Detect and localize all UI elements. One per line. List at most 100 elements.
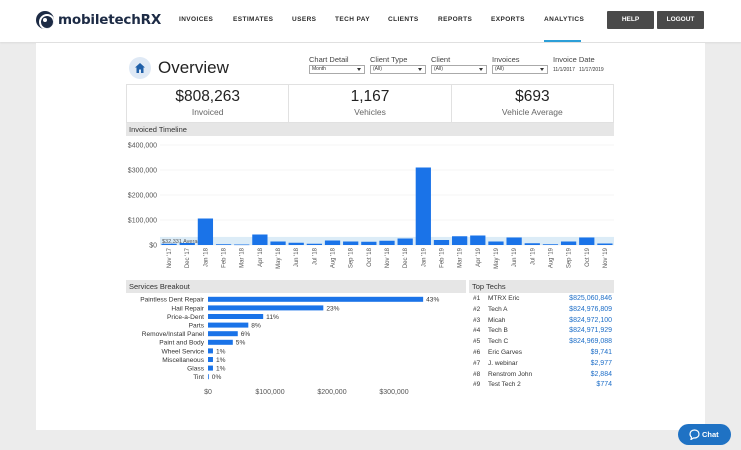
tech-rank: #3 [473, 316, 481, 324]
tech-amount: $824,971,929 [569, 327, 612, 335]
nav-users[interactable]: USERS [292, 16, 317, 23]
x-tick-label: Mar '18 [240, 247, 246, 267]
service-bar[interactable] [208, 374, 209, 380]
x-tick-label: May '18 [276, 247, 282, 268]
invoice-date-end[interactable]: 11/17/2019 [579, 67, 604, 73]
timeline-bar[interactable] [179, 243, 195, 245]
nav-invoices[interactable]: INVOICES [179, 16, 214, 23]
timeline-bar[interactable] [470, 235, 486, 246]
timeline-bar[interactable] [161, 243, 177, 245]
service-bar[interactable] [208, 339, 233, 345]
service-bar[interactable] [208, 348, 213, 354]
service-bar[interactable] [208, 314, 264, 319]
timeline-bar[interactable] [579, 237, 595, 246]
x-tick-label: Sep '18 [349, 247, 355, 268]
timeline-bar[interactable] [488, 241, 504, 246]
timeline-bar[interactable] [215, 244, 232, 245]
nav-analytics[interactable]: ANALYTICS [544, 16, 585, 23]
tech-row[interactable]: #1 MTRX Eric $825,060,846 [471, 295, 614, 306]
tech-row[interactable]: #8 Renstrom John $2,884 [471, 371, 614, 382]
kpi-vehicles: 1,167 Vehicles [289, 85, 452, 122]
tech-row[interactable]: #2 Tech A $824,976,809 [471, 306, 614, 317]
x-tick-label: $100,000 [255, 389, 284, 396]
chat-button[interactable]: Chat [678, 424, 731, 445]
home-icon[interactable] [129, 57, 151, 79]
x-tick-label: Oct '18 [367, 247, 373, 266]
service-bar[interactable] [208, 357, 213, 362]
service-percent-label: 1% [216, 348, 226, 355]
timeline-bar[interactable] [542, 244, 559, 245]
timeline-bar[interactable] [560, 241, 577, 246]
tech-row[interactable]: #9 Test Tech 2 $774 [471, 381, 614, 392]
tech-row[interactable]: #5 Tech C $824,969,088 [471, 338, 614, 349]
top-navigation-bar: mobiletechRX INVOICES ESTIMATES USERS TE… [0, 0, 741, 42]
service-bar[interactable] [208, 365, 213, 371]
timeline-bar[interactable] [397, 238, 413, 246]
service-category-label: Wheel Service [161, 348, 204, 355]
service-percent-label: 6% [241, 331, 251, 338]
nav-exports[interactable]: EXPORTS [491, 16, 525, 23]
filter-label: Chart Detail [309, 55, 349, 64]
timeline-bar[interactable] [288, 242, 304, 245]
x-tick-label: Jul '19 [530, 247, 536, 265]
timeline-bar[interactable] [433, 240, 450, 245]
tech-rank: #4 [473, 327, 481, 335]
timeline-bar[interactable] [452, 236, 468, 245]
invoices-select[interactable]: (All) [492, 65, 548, 74]
tech-amount: $2,884 [590, 370, 612, 378]
client-select[interactable]: (All) [431, 65, 487, 74]
timeline-bar[interactable] [415, 167, 431, 246]
nav-estimates[interactable]: ESTIMATES [233, 16, 274, 23]
timeline-bar[interactable] [361, 241, 377, 245]
tech-rank: #2 [473, 305, 481, 313]
timeline-bar[interactable] [597, 243, 613, 246]
tech-row[interactable]: #6 Eric Garves $9,741 [471, 349, 614, 360]
service-bar[interactable] [208, 322, 249, 328]
timeline-bar[interactable] [379, 240, 395, 245]
timeline-bar[interactable] [506, 237, 522, 246]
x-tick-label: Apr '19 [476, 247, 482, 266]
timeline-bar[interactable] [306, 243, 322, 245]
x-tick-label: May '19 [494, 247, 500, 268]
service-bar[interactable] [208, 305, 324, 311]
filter-label: Invoices [492, 55, 520, 64]
service-bar[interactable] [208, 331, 238, 337]
nav-clients[interactable]: CLIENTS [388, 16, 419, 23]
timeline-bar[interactable] [234, 244, 250, 246]
x-tick-label: Feb '19 [439, 247, 445, 267]
help-button[interactable]: HELP [607, 11, 654, 29]
average-label: $32,331 Average [162, 239, 204, 245]
tech-row[interactable]: #7 J. webinar $2,977 [471, 360, 614, 371]
logo[interactable]: mobiletechRX [36, 11, 161, 29]
service-category-label: Parts [189, 323, 205, 330]
timeline-bar[interactable] [270, 241, 286, 246]
service-bar[interactable] [208, 296, 424, 302]
service-category-label: Miscellaneous [162, 357, 204, 364]
nav-reports[interactable]: REPORTS [438, 16, 473, 23]
service-percent-label: 23% [326, 305, 339, 312]
nav-tech-pay[interactable]: TECH PAY [335, 16, 370, 23]
invoice-date-start[interactable]: 11/1/2017 [553, 67, 575, 73]
filter-invoice-date: Invoice Date 11/1/2017 11/17/2019 [553, 55, 604, 73]
filter-chart-detail: Chart Detail Month [309, 55, 365, 74]
tech-amount: $824,976,809 [569, 305, 612, 313]
invoice-date-range[interactable]: 11/1/2017 11/17/2019 [553, 67, 604, 73]
timeline-bar[interactable] [197, 218, 214, 246]
timeline-bar[interactable] [324, 240, 341, 246]
service-category-label: Tint [193, 374, 204, 381]
chart-detail-select[interactable]: Month [309, 65, 365, 74]
y-tick-label: $0 [149, 243, 157, 250]
logout-button[interactable]: LOGOUT [657, 11, 704, 29]
timeline-bar[interactable] [343, 241, 359, 246]
timeline-bar[interactable] [524, 243, 540, 245]
x-tick-label: Jun '18 [294, 247, 300, 267]
service-percent-label: 8% [251, 323, 261, 330]
tech-row[interactable]: #3 Micah $824,972,100 [471, 317, 614, 328]
kpi-vehicle-average: $693 Vehicle Average [452, 85, 613, 122]
x-tick-label: Dec '18 [403, 247, 409, 268]
client-type-select[interactable]: (All) [370, 65, 426, 74]
timeline-bar[interactable] [252, 234, 268, 246]
x-tick-label: $300,000 [379, 389, 408, 396]
kpi-value: 1,167 [350, 88, 390, 105]
tech-row[interactable]: #4 Tech B $824,971,929 [471, 327, 614, 338]
